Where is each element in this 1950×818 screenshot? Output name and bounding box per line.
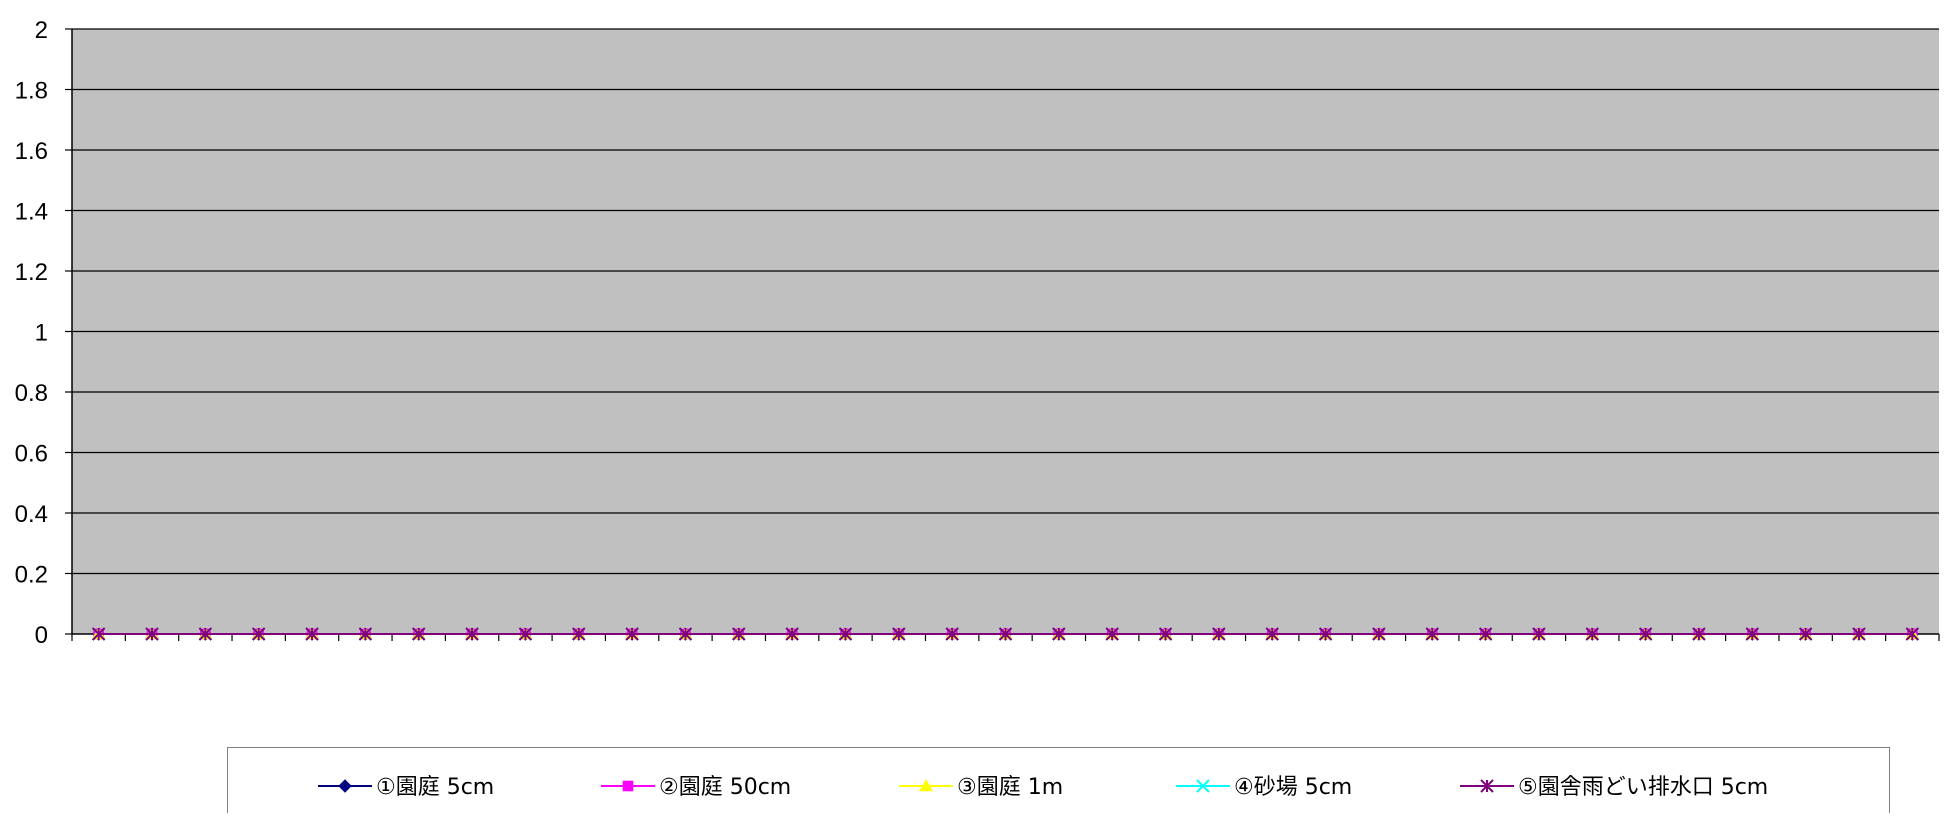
- y-tick-label: 0.4: [15, 501, 48, 528]
- data-point: [919, 778, 933, 792]
- data-point: [1585, 627, 1599, 641]
- data-point: [1196, 779, 1210, 793]
- data-point: [1745, 627, 1760, 641]
- data-point: [412, 627, 426, 641]
- data-point: [1265, 627, 1279, 641]
- data-point: [838, 627, 853, 641]
- legend: ①園庭 5cm ②園庭 50cm ③園庭 1m ④砂場 5cm ⑤園舎雨どい排水口 5c…: [227, 747, 1890, 813]
- data-point: [145, 627, 159, 641]
- data-point: [305, 627, 319, 641]
- data-point: [1425, 627, 1439, 641]
- data-point: [518, 627, 533, 641]
- y-tick-label: 1.8: [15, 78, 48, 105]
- data-point: [1158, 627, 1173, 641]
- data-point: [892, 627, 906, 641]
- data-point: [1905, 627, 1920, 641]
- data-point: [572, 627, 586, 641]
- legend-item-4: ④砂場 5cm: [1176, 775, 1352, 800]
- y-axis: 0 0.2 0.4 0.6 0.8 1 1.2 1.4 1.6 1.8 2: [15, 17, 73, 649]
- data-point: [338, 779, 352, 793]
- data-point: [1372, 627, 1386, 641]
- gridlines: [72, 28, 1939, 575]
- legend-label: ①園庭 5cm: [376, 775, 494, 800]
- y-tick-label: 1: [35, 320, 48, 347]
- data-point: [251, 627, 266, 641]
- data-point: [678, 627, 693, 641]
- data-point: [1480, 779, 1494, 793]
- data-point: [1478, 627, 1493, 641]
- legend-label: ③園庭 1m: [957, 775, 1063, 800]
- legend-item-2: ②園庭 50cm: [601, 775, 791, 800]
- y-tick-label: 0.8: [15, 380, 48, 407]
- legend-item-5: ⑤園舎雨どい排水口 5cm: [1460, 775, 1768, 800]
- legend-label: ④砂場 5cm: [1234, 775, 1352, 800]
- data-point: [91, 627, 106, 641]
- legend-label: ②園庭 50cm: [659, 775, 791, 800]
- y-tick-label: 1.2: [15, 259, 48, 286]
- data-point: [732, 627, 746, 641]
- legend-item-3: ③園庭 1m: [899, 775, 1063, 800]
- y-tick-label: 0: [35, 622, 48, 649]
- data-point: [1052, 627, 1066, 641]
- data-point: [1212, 627, 1226, 641]
- data-point: [1105, 627, 1119, 641]
- data-point: [1852, 627, 1866, 641]
- data-point: [198, 627, 213, 641]
- series-group: [91, 626, 1920, 641]
- data-point: [1798, 627, 1813, 641]
- data-point: [1692, 627, 1706, 641]
- data-point: [622, 780, 634, 792]
- y-tick-label: 2: [35, 17, 48, 44]
- data-point: [625, 627, 639, 641]
- data-point: [1638, 627, 1653, 641]
- data-point: [1532, 627, 1546, 641]
- series-5: [91, 627, 1920, 641]
- data-point: [998, 627, 1013, 641]
- data-point: [1318, 627, 1333, 641]
- data-point: [945, 627, 959, 641]
- data-point: [465, 627, 479, 641]
- y-tick-label: 0.2: [15, 562, 48, 589]
- y-tick-label: 1.4: [15, 199, 48, 226]
- legend-label: ⑤園舎雨どい排水口 5cm: [1518, 775, 1768, 800]
- y-tick-label: 1.6: [15, 138, 48, 165]
- y-tick-label: 0.6: [15, 441, 48, 468]
- data-point: [358, 627, 373, 641]
- data-point: [785, 627, 799, 641]
- legend-item-1: ①園庭 5cm: [318, 775, 494, 800]
